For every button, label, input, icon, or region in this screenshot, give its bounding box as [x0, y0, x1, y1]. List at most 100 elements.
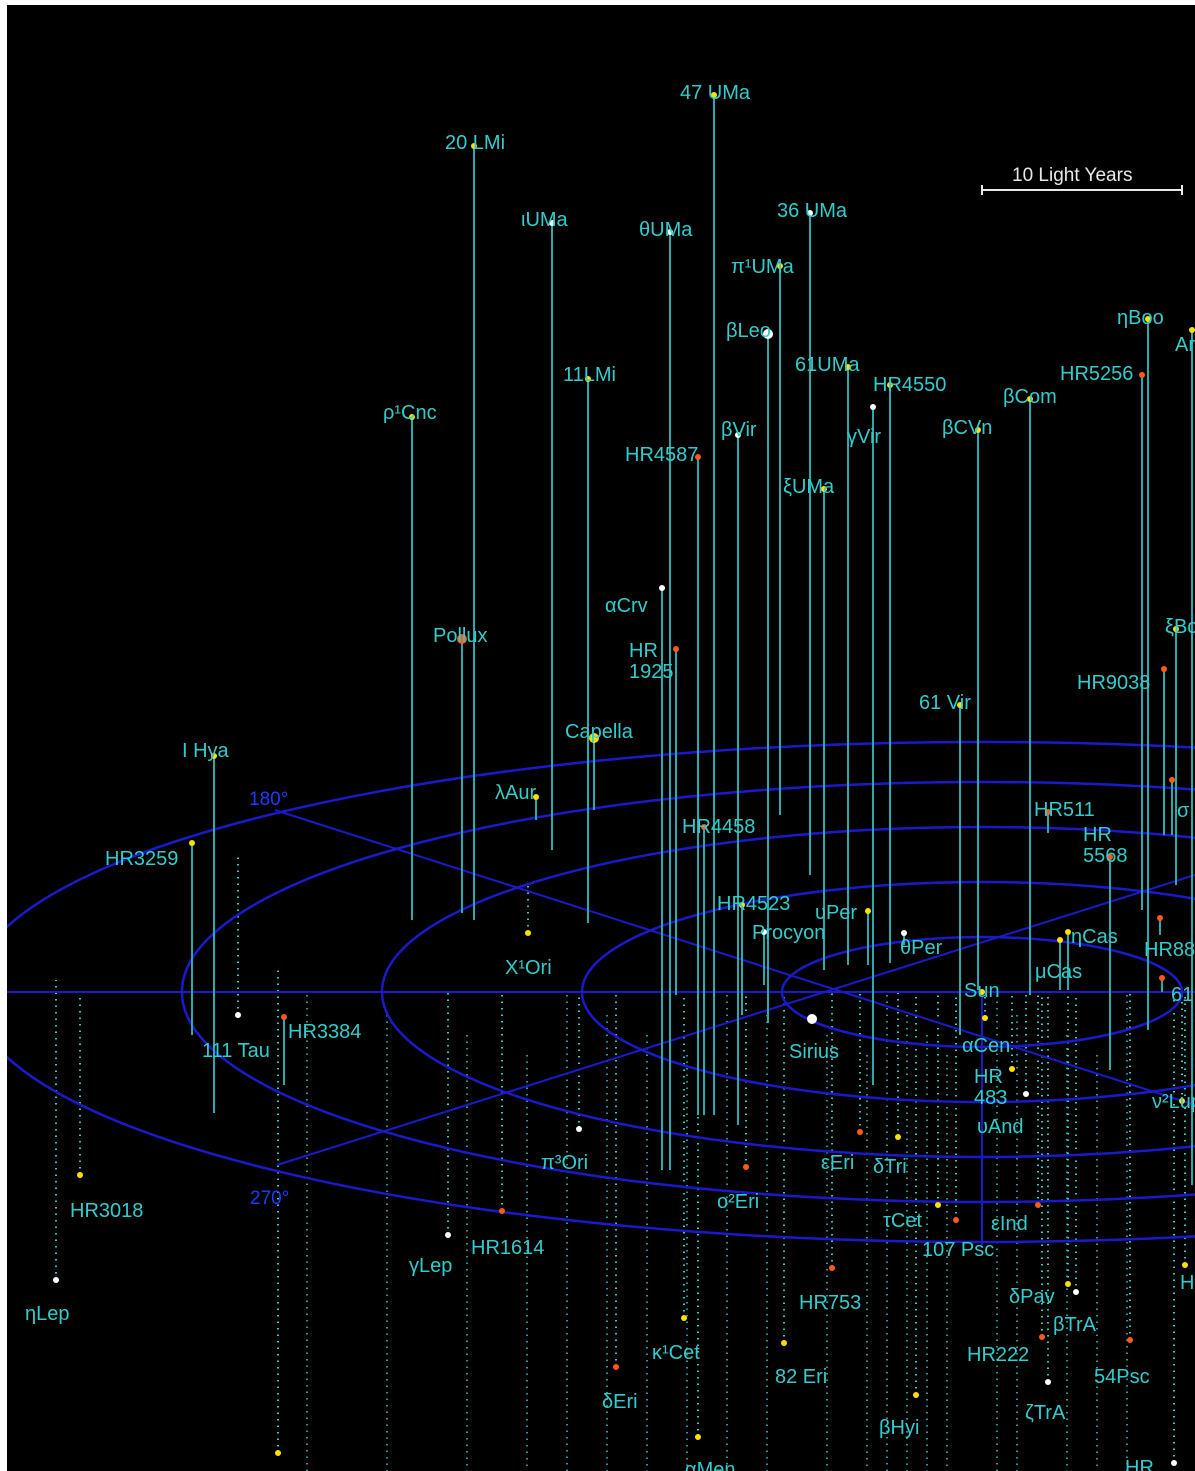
star-label-gvir: γVir — [847, 426, 881, 448]
star-sirius[interactable] — [807, 1014, 817, 1024]
star-label-pollux: Pollux — [433, 625, 487, 647]
star-label-bcom: βCom — [1003, 386, 1057, 408]
star-procyon[interactable] — [761, 929, 767, 935]
scale-bar-label: 10 Light Years — [1012, 165, 1132, 186]
star-36uma[interactable] — [807, 210, 813, 216]
star-btra[interactable] — [1073, 1289, 1079, 1295]
star-dtri[interactable] — [895, 1134, 901, 1140]
star-hr1925[interactable] — [673, 646, 679, 652]
star-hr5568[interactable] — [1107, 854, 1113, 860]
star-hr88[interactable] — [1157, 915, 1163, 921]
star-eeri[interactable] — [857, 1129, 863, 1135]
star-61cyg[interactable] — [1159, 975, 1165, 981]
star-label-amen: αMen — [685, 1459, 735, 1471]
star-hr483[interactable] — [1009, 1066, 1015, 1072]
star-hr511[interactable] — [1045, 809, 1051, 815]
star-label-nu2lup: ν²Lup — [1152, 1091, 1195, 1113]
star-chi1ori[interactable] — [525, 930, 531, 936]
star-uper[interactable] — [865, 908, 871, 914]
star-label-hr753: HR753 — [799, 1292, 861, 1314]
star-label-hr5568: HR — [1083, 824, 1112, 846]
star-xiboo[interactable] — [1173, 626, 1179, 632]
star-47uma[interactable] — [711, 92, 717, 98]
star-label-dtri: δTri — [873, 1156, 907, 1178]
star-hr753[interactable] — [829, 1265, 835, 1271]
star-iuma[interactable] — [549, 220, 555, 226]
star-107psc[interactable] — [953, 1217, 959, 1223]
star-111tau[interactable] — [235, 1012, 241, 1018]
star-hr4523[interactable] — [739, 902, 745, 908]
star-eind[interactable] — [1035, 1202, 1041, 1208]
star-label-pi1uma: π¹UMa — [731, 256, 795, 278]
star-82eri[interactable] — [781, 1340, 787, 1346]
star-laur[interactable] — [533, 794, 539, 800]
star-20lmi[interactable] — [471, 143, 477, 149]
star-label-thper: θPer — [900, 937, 943, 959]
star-acen[interactable] — [982, 1015, 988, 1021]
star-61vir[interactable] — [957, 702, 963, 708]
star-61uma[interactable] — [845, 364, 851, 370]
star-ihya[interactable] — [211, 753, 217, 759]
star-label-zetra: ζTrA — [1025, 1402, 1066, 1424]
star-mucas[interactable] — [1057, 937, 1063, 943]
star-pi1uma[interactable] — [777, 263, 783, 269]
starmap-viewport[interactable]: 180° 270° 47 UMa 20 LMi ιUMa θUMa 36 UMa π¹UM… — [7, 5, 1195, 1471]
star-hr3384[interactable] — [281, 1014, 287, 1020]
star-dpav[interactable] — [1065, 1281, 1071, 1287]
star-hr4550[interactable] — [887, 382, 893, 388]
star-label-dpav: δPav — [1009, 1286, 1055, 1308]
star-pollux[interactable] — [457, 634, 467, 644]
above-plane-stalks — [191, 95, 1193, 1185]
star-hr3018[interactable] — [77, 1172, 83, 1178]
star-etacas[interactable] — [1065, 929, 1071, 935]
star-bhyi[interactable] — [913, 1392, 919, 1398]
star-label-xiuma: ξUMa — [783, 476, 835, 498]
star-label-hr1925: HR — [629, 640, 658, 662]
star-thuma[interactable] — [667, 229, 673, 235]
star-pi3ori[interactable] — [576, 1126, 582, 1132]
star-bottom_left[interactable] — [275, 1450, 281, 1456]
starmap[interactable]: 180° 270° 47 UMa 20 LMi ιUMa θUMa 36 UMa π¹UM… — [7, 5, 1195, 1471]
star-kap1cet[interactable] — [681, 1315, 687, 1321]
star-hr5256[interactable] — [1139, 372, 1145, 378]
star-hr3259[interactable] — [189, 840, 195, 846]
star-amen[interactable] — [695, 1434, 701, 1440]
star-hr222[interactable] — [1039, 1334, 1045, 1340]
star-zetra[interactable] — [1045, 1379, 1051, 1385]
star-uand[interactable] — [1023, 1091, 1029, 1097]
star-nu2lup[interactable] — [1179, 1098, 1185, 1104]
star-bleo[interactable] — [763, 329, 773, 339]
star-label-hr5256: HR5256 — [1060, 363, 1133, 385]
star-hr4587[interactable] — [695, 454, 701, 460]
star-capella[interactable] — [589, 733, 599, 743]
star-glep[interactable] — [445, 1232, 451, 1238]
star-bcom[interactable] — [1027, 396, 1033, 402]
star-rho1cnc[interactable] — [409, 414, 415, 420]
star-sigma[interactable] — [1169, 777, 1175, 783]
star-acrv[interactable] — [659, 585, 665, 591]
star-hr1614[interactable] — [499, 1208, 505, 1214]
below-plane-stalks — [55, 855, 1186, 1471]
star-h_edge[interactable] — [1182, 1262, 1188, 1268]
star-gvir[interactable] — [870, 404, 876, 410]
star-tcet[interactable] — [935, 1202, 941, 1208]
star-bcvn[interactable] — [975, 427, 981, 433]
star-label-acrv: αCrv — [605, 595, 648, 617]
star-thper[interactable] — [901, 930, 907, 936]
star-hr8721[interactable] — [1171, 1460, 1177, 1466]
star-label-hr8721: HR — [1125, 1457, 1154, 1471]
star-etalep[interactable] — [53, 1277, 59, 1283]
star-o2eri[interactable] — [743, 1164, 749, 1170]
star-hr9038[interactable] — [1161, 666, 1167, 672]
star-hr4458[interactable] — [701, 824, 707, 830]
star-54psc[interactable] — [1127, 1337, 1133, 1343]
star-11lmi[interactable] — [585, 376, 591, 382]
star-bvir[interactable] — [735, 432, 741, 438]
star-etaboo[interactable] — [1145, 316, 1151, 322]
star-label-bhyi: βHyi — [879, 1417, 919, 1439]
star-label-deri: δEri — [602, 1391, 638, 1413]
star-sun[interactable] — [979, 989, 985, 995]
star-arc[interactable] — [1189, 327, 1195, 333]
star-xiuma[interactable] — [821, 486, 827, 492]
star-deri[interactable] — [613, 1364, 619, 1370]
